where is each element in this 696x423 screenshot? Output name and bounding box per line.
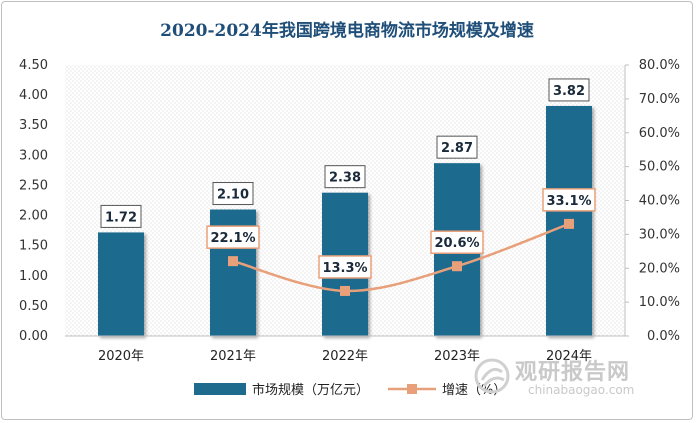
growth-label-4: 33.1%: [546, 194, 591, 209]
legend: 市场规模（万亿元） 增速（%）: [194, 382, 506, 398]
legend-bar-swatch: [194, 383, 246, 395]
watermark-name: 观研报告网: [515, 360, 631, 385]
growth-label-3: 20.6%: [434, 236, 479, 251]
y-left-tick-label: 0.00: [19, 329, 48, 344]
growth-marker-4: [564, 218, 574, 229]
growth-marker-1: [228, 256, 238, 267]
bar-label-box-1: [212, 182, 254, 206]
y-left-tick-label: 3.00: [19, 148, 48, 163]
bar-label-3: 2.87: [441, 141, 473, 156]
y-left-tick-label: 4.50: [19, 58, 48, 73]
y-right-tick-label: 80.0%: [639, 58, 680, 73]
growth-marker-2: [340, 285, 350, 296]
bar-label-box-3: [436, 135, 478, 159]
watermark-logo-icon: [474, 358, 510, 394]
y-left-tick-label: 4.00: [19, 88, 48, 103]
y-right-tick-label: 70.0%: [639, 92, 680, 107]
bar-label-1: 2.10: [217, 188, 249, 203]
bar-label-0: 1.72: [105, 210, 137, 225]
y-left-tick-label: 1.00: [19, 269, 48, 284]
y-right-tick-label: 50.0%: [639, 160, 680, 175]
y-right-tick-label: 30.0%: [639, 227, 680, 242]
y-right-tick-label: 0.0%: [647, 329, 680, 344]
y-right-tick-label: 20.0%: [639, 261, 680, 276]
x-tick-label: 2020年: [98, 349, 144, 364]
x-tick-label: 2024年: [546, 349, 592, 364]
growth-label-box-2: [318, 255, 372, 279]
x-tick-label: 2022年: [322, 349, 368, 364]
growth-label-1: 22.1%: [210, 231, 255, 246]
y-left-tick-label: 0.50: [19, 299, 48, 314]
x-tick-label: 2021年: [210, 349, 256, 364]
legend-line-label: 增速（%）: [442, 383, 506, 398]
growth-marker-3: [452, 261, 462, 272]
growth-line: [232, 222, 570, 293]
y-right-tick-label: 10.0%: [639, 295, 680, 310]
bar-label-box-4: [548, 78, 590, 102]
growth-label-box-3: [430, 230, 484, 254]
bar-label-box-0: [100, 204, 142, 228]
y-left-tick-label: 2.00: [19, 209, 48, 224]
y-left-tick-label: 1.50: [19, 239, 48, 254]
growth-label-box-1: [206, 225, 260, 249]
y-left-tick-label: 3.50: [19, 118, 48, 133]
y-left-tick-label: 2.50: [19, 178, 48, 193]
chart-title: 2020-2024年我国跨境电商物流市场规模及增速: [160, 20, 534, 41]
watermark-url: chinabaogao.com: [528, 383, 635, 397]
bar-label-2: 2.38: [329, 171, 361, 186]
bar-label-box-2: [324, 165, 366, 189]
y-right-tick-label: 60.0%: [639, 126, 680, 141]
watermark: 观研报告网 chinabaogao.com: [472, 354, 642, 410]
growth-label-box-4: [542, 188, 596, 212]
bar-0: [98, 232, 144, 336]
bar-label-4: 3.82: [553, 84, 585, 99]
growth-label-2: 13.3%: [322, 261, 367, 276]
legend-line-marker: [407, 384, 417, 394]
legend-bar-label: 市场规模（万亿元）: [252, 382, 369, 398]
y-right-tick-label: 40.0%: [639, 194, 680, 209]
x-tick-label: 2023年: [434, 349, 480, 364]
chart-svg: 2020-2024年我国跨境电商物流市场规模及增速 0.00 0.50 1.00 1.…: [19, 20, 680, 398]
